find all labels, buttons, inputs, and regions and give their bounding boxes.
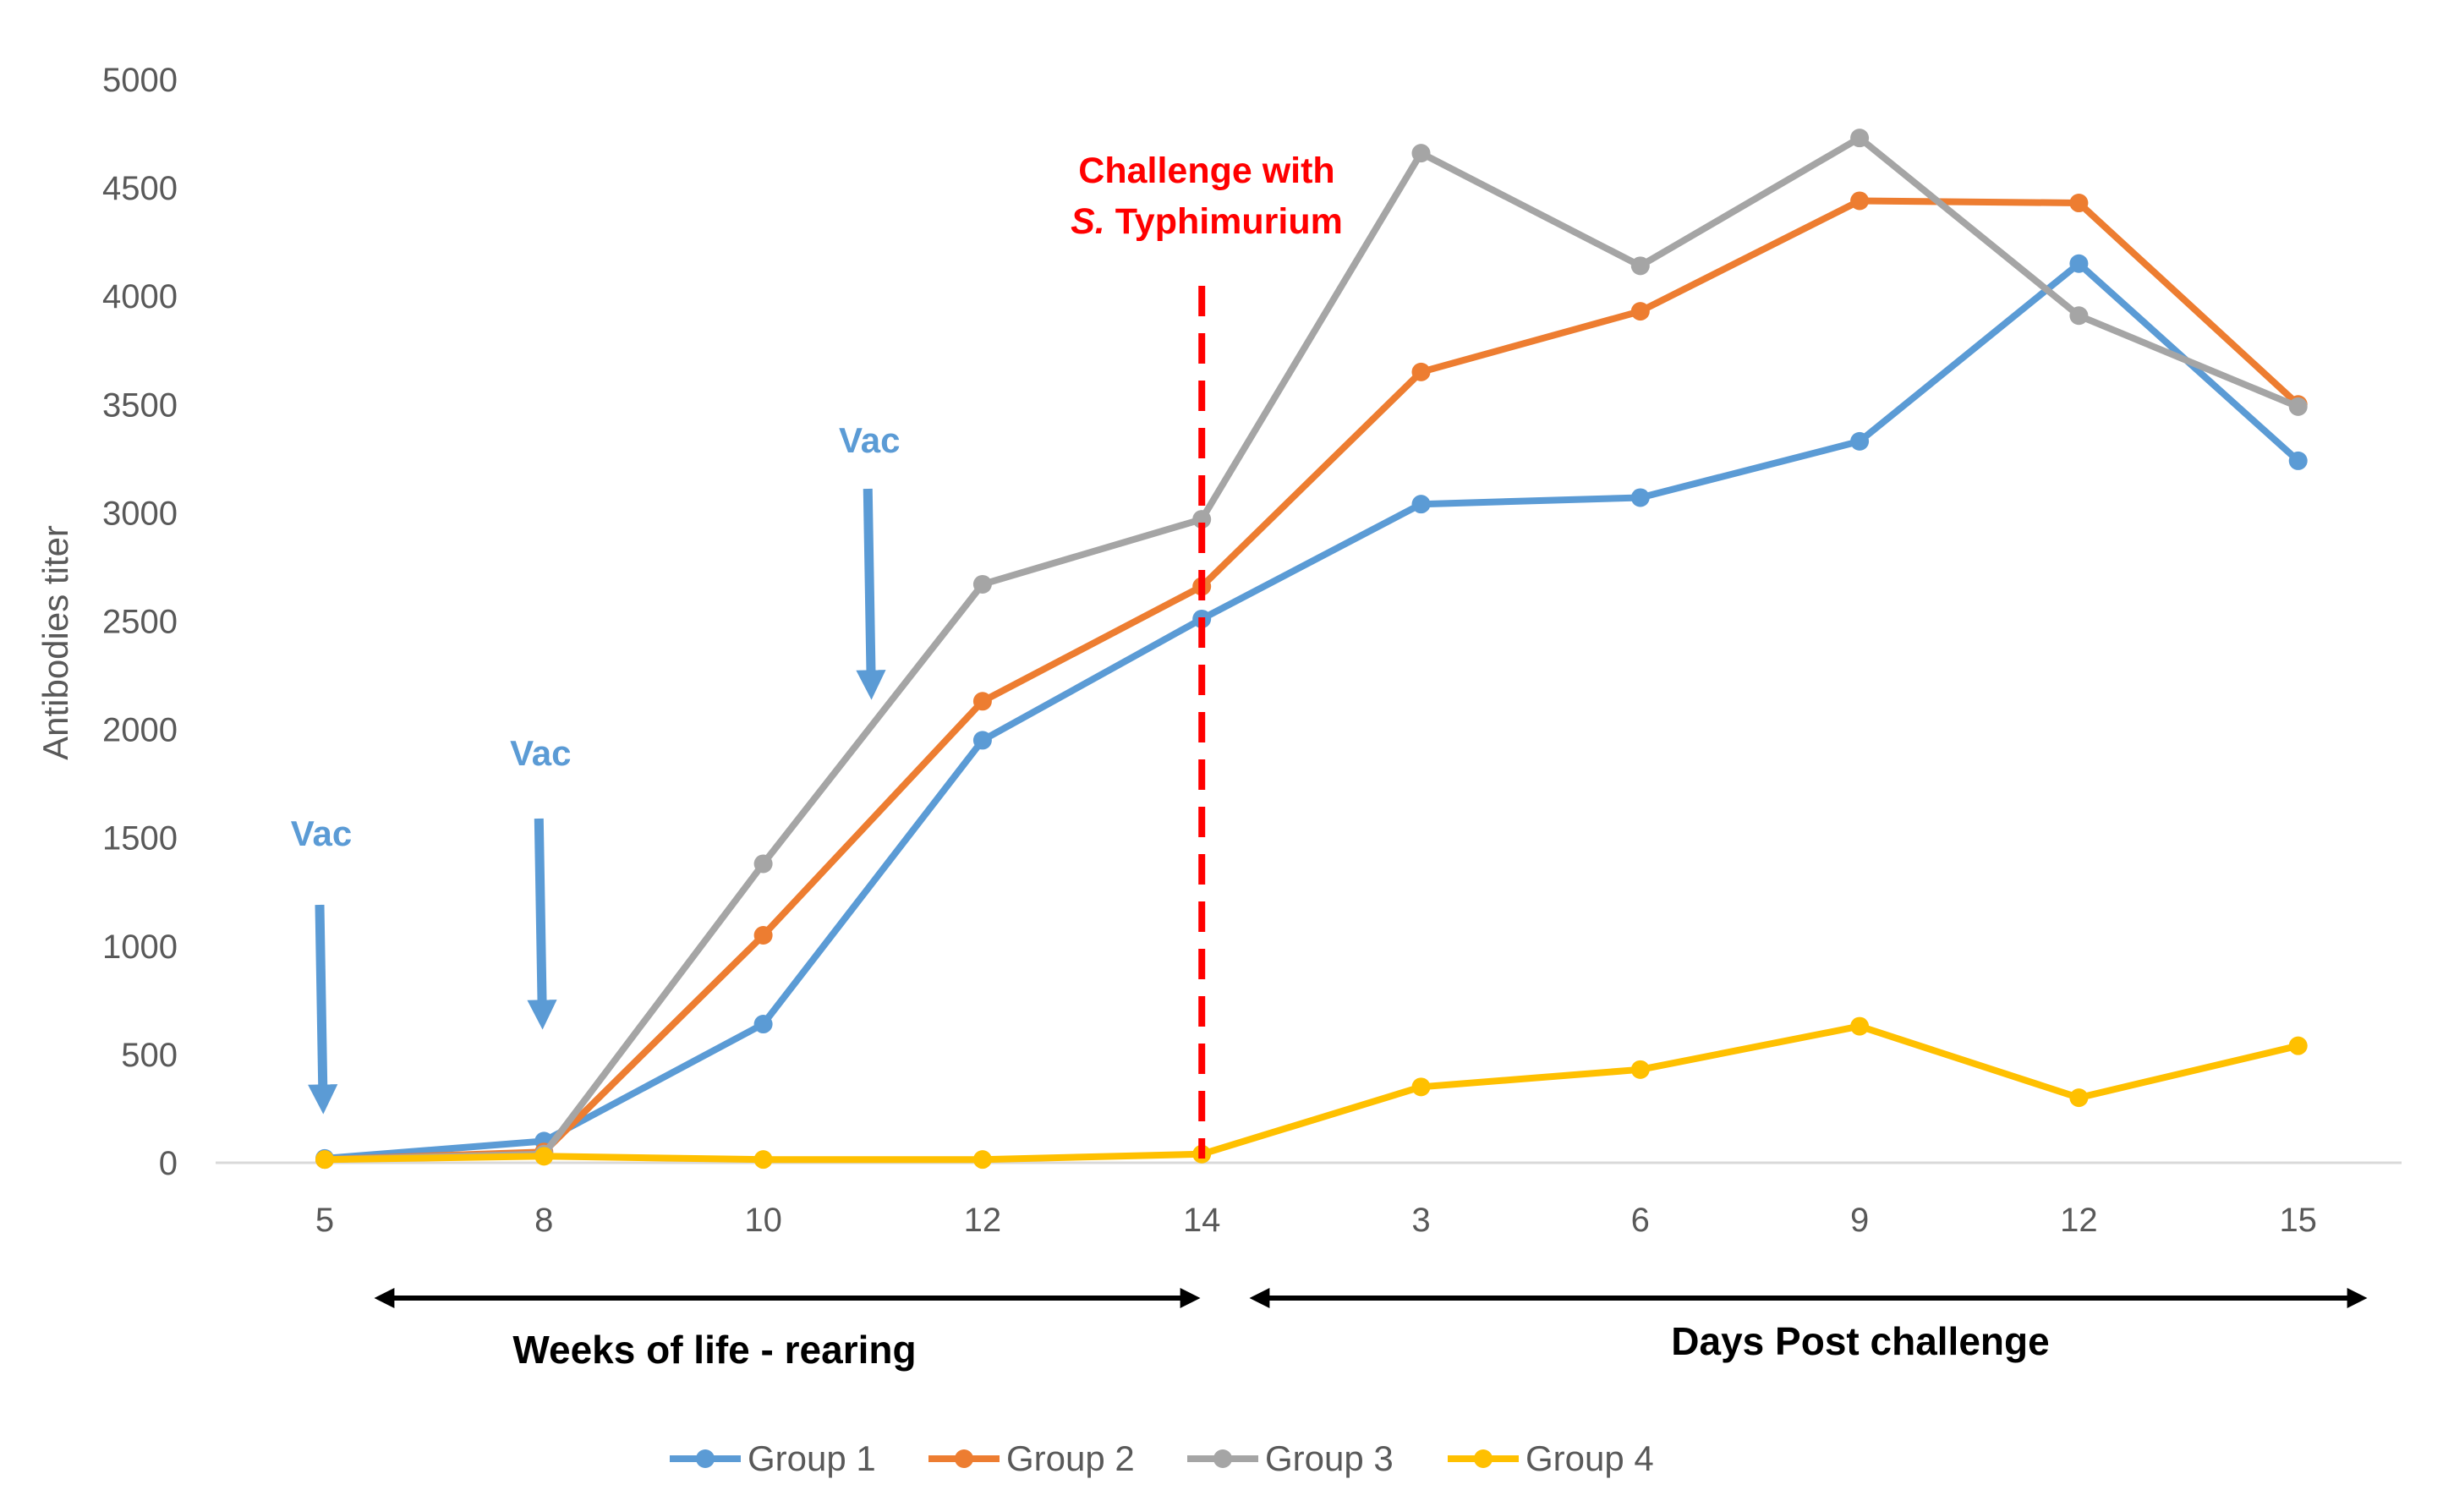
series-group-1 xyxy=(315,254,2308,1168)
data-point xyxy=(1411,1077,1431,1097)
vac-label: Vac xyxy=(291,814,352,853)
legend-item: Group 3 xyxy=(1187,1438,1394,1478)
series-line xyxy=(321,134,2302,1164)
legend-swatch-marker xyxy=(1213,1449,1232,1468)
y-tick-label: 3000 xyxy=(102,495,178,532)
legend-item: Group 2 xyxy=(928,1438,1135,1478)
data-point xyxy=(1411,362,1431,381)
legend-swatch-marker xyxy=(696,1449,715,1468)
legend-item: Group 1 xyxy=(670,1438,876,1478)
data-point xyxy=(2069,254,2089,273)
vac-arrow-down-icon xyxy=(308,904,338,1115)
vac-arrow-down-icon xyxy=(527,818,557,1030)
data-point xyxy=(1630,256,1650,276)
x-tick-label: 15 xyxy=(2279,1202,2317,1239)
data-point xyxy=(1850,1016,1870,1036)
y-axis-label: Antibodies titer xyxy=(36,525,75,760)
legend-swatch-marker xyxy=(955,1449,973,1468)
data-point xyxy=(972,1150,992,1170)
y-tick-label: 2000 xyxy=(102,712,178,749)
data-point xyxy=(1192,510,1212,529)
x-axis: 5 8 10 12 14 3 6 9 12 15 xyxy=(216,1161,2402,1239)
data-point xyxy=(1411,144,1431,163)
period-annotations: Weeks of life - rearing Days Post challe… xyxy=(374,1288,2368,1372)
x-tick-label: 3 xyxy=(1411,1202,1430,1239)
vac-label: Vac xyxy=(839,420,900,460)
y-tick-label: 4500 xyxy=(102,170,178,207)
x-tick-label: 8 xyxy=(534,1202,553,1239)
legend-label: Group 2 xyxy=(1006,1438,1135,1478)
x-tick-label: 5 xyxy=(315,1202,334,1239)
y-tick-label: 2500 xyxy=(102,604,178,641)
legend: Group 1 Group 2 Group 3 Group 4 xyxy=(670,1438,1654,1478)
data-point xyxy=(2069,306,2089,326)
x-tick-label: 12 xyxy=(964,1202,1002,1239)
y-tick-label: 500 xyxy=(121,1037,178,1074)
x-tick-label: 6 xyxy=(1631,1202,1650,1239)
y-tick-label: 1000 xyxy=(102,929,178,966)
vac-arrow-down-icon xyxy=(856,488,886,700)
legend-label: Group 4 xyxy=(1526,1438,1654,1478)
legend-item: Group 4 xyxy=(1448,1438,1654,1478)
y-tick-label: 4000 xyxy=(102,278,178,315)
data-point xyxy=(1850,191,1870,211)
rearing-period-label: Weeks of life - rearing xyxy=(512,1328,916,1372)
data-point xyxy=(2069,1088,2089,1108)
series-group-4 xyxy=(315,1016,2308,1170)
data-point xyxy=(2069,194,2089,213)
data-point xyxy=(753,925,773,945)
series-line xyxy=(321,1022,2302,1164)
data-point xyxy=(753,1015,773,1034)
data-point xyxy=(2288,1036,2308,1055)
challenge-label-line1: Challenge with xyxy=(1078,151,1334,191)
data-point xyxy=(315,1150,334,1170)
data-point xyxy=(1850,129,1870,148)
data-point xyxy=(753,1150,773,1170)
challenge-organism-species: Typhimurium xyxy=(1105,201,1343,242)
x-tick-label: 9 xyxy=(1850,1202,1869,1239)
x-tick-label: 12 xyxy=(2060,1202,2098,1239)
data-point xyxy=(972,731,992,750)
data-point xyxy=(1850,431,1870,451)
data-point xyxy=(972,574,992,594)
data-point xyxy=(1630,488,1650,507)
legend-label: Group 3 xyxy=(1265,1438,1394,1478)
post-challenge-period-label: Days Post challenge xyxy=(1671,1319,2049,1363)
y-axis: 0 500 1000 1500 2000 2500 3000 3500 4000 4500 5000 xyxy=(102,62,178,1182)
x-tick-label: 10 xyxy=(744,1202,782,1239)
data-point xyxy=(1630,1060,1650,1079)
series-lines xyxy=(315,129,2308,1170)
vac-label: Vac xyxy=(510,733,571,773)
y-tick-label: 3500 xyxy=(102,386,178,424)
y-tick-label: 5000 xyxy=(102,62,178,99)
x-tick-label: 14 xyxy=(1183,1202,1221,1239)
challenge-annotation: Challenge with S. Typhimurium xyxy=(1071,151,1343,1159)
legend-swatch-marker xyxy=(1474,1449,1493,1468)
challenge-label-line2: S. Typhimurium xyxy=(1071,201,1343,242)
challenge-organism-genus: S. xyxy=(1071,201,1105,242)
data-point xyxy=(2288,451,2308,470)
y-tick-label: 1500 xyxy=(102,820,178,857)
legend-label: Group 1 xyxy=(748,1438,876,1478)
series-line xyxy=(321,260,2302,1162)
vaccination-annotations: Vac Vac Vac xyxy=(291,420,900,1115)
series-line xyxy=(321,197,2302,1164)
data-point xyxy=(1630,302,1650,321)
data-point xyxy=(2288,397,2308,416)
data-point xyxy=(534,1147,554,1166)
data-point xyxy=(1411,495,1431,514)
data-point xyxy=(972,692,992,711)
y-tick-label: 0 xyxy=(159,1145,178,1182)
data-point xyxy=(753,854,773,874)
series-group-3 xyxy=(315,129,2308,1170)
